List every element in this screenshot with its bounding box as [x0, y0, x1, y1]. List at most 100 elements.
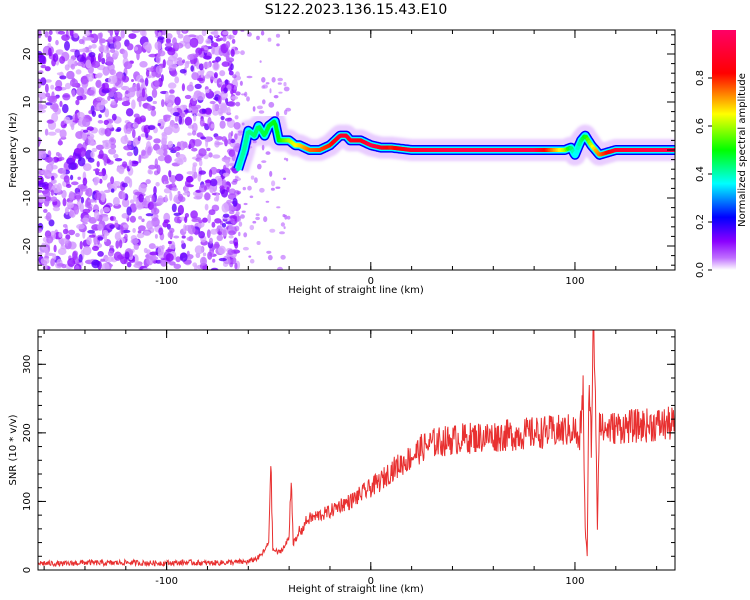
noise-cell — [145, 213, 154, 217]
noise-cell — [64, 64, 70, 71]
noise-cell — [206, 229, 211, 239]
noise-cell — [103, 233, 108, 243]
noise-cell — [219, 37, 223, 41]
noise-cell — [166, 33, 173, 40]
noise-cell — [68, 210, 74, 217]
noise-cell — [76, 87, 85, 96]
noise-cell — [94, 209, 100, 220]
noise-cell — [191, 130, 197, 136]
noise-cell — [222, 172, 230, 177]
noise-cell — [252, 220, 257, 224]
noise-cell — [202, 252, 207, 257]
noise-cell — [214, 90, 221, 95]
noise-cell — [201, 30, 207, 37]
noise-cell — [50, 175, 55, 181]
noise-cell — [230, 88, 234, 95]
noise-cell — [258, 110, 265, 114]
noise-cell — [128, 178, 133, 188]
noise-cell — [121, 182, 128, 188]
x-tick-label: -100 — [155, 276, 178, 287]
noise-cell — [139, 115, 146, 123]
noise-cell — [286, 215, 291, 220]
noise-cell — [169, 227, 175, 234]
noise-cell — [186, 171, 195, 175]
colorbar-tick-label: 0.6 — [695, 118, 706, 134]
noise-cell — [155, 54, 161, 64]
noise-cell — [44, 199, 50, 207]
y-tick-label: 0 — [22, 567, 33, 573]
noise-cell — [131, 30, 141, 33]
noise-speckle — [38, 30, 292, 270]
noise-cell — [71, 89, 76, 98]
noise-cell — [221, 136, 227, 142]
noise-cell — [168, 125, 173, 130]
noise-cell — [84, 30, 91, 37]
colorbar-ticks: 0.0 0.2 0.4 0.6 0.8 — [695, 70, 712, 278]
noise-cell — [103, 119, 109, 126]
noise-cell — [171, 187, 178, 192]
noise-cell — [192, 94, 197, 102]
noise-cell — [249, 258, 255, 264]
noise-cell — [221, 203, 230, 213]
noise-cell — [242, 246, 249, 251]
noise-cell — [132, 123, 139, 129]
noise-cell — [277, 77, 284, 82]
noise-cell — [69, 78, 79, 88]
noise-cell — [249, 195, 254, 199]
noise-cell — [234, 225, 240, 232]
noise-cell — [148, 164, 156, 170]
noise-cell — [218, 81, 227, 85]
noise-cell — [177, 154, 186, 160]
noise-cell — [114, 30, 120, 33]
noise-cell — [195, 52, 200, 57]
noise-cell — [46, 119, 54, 124]
noise-cell — [173, 235, 180, 239]
noise-cell — [216, 234, 223, 242]
noise-cell — [100, 52, 104, 59]
noise-cell — [269, 170, 273, 177]
noise-cell — [225, 97, 229, 104]
noise-cell — [112, 35, 122, 42]
noise-cell — [234, 262, 238, 270]
noise-cell — [246, 75, 253, 79]
noise-cell — [108, 148, 117, 155]
noise-cell — [262, 84, 268, 89]
noise-cell — [53, 244, 57, 253]
noise-cell — [51, 112, 59, 123]
noise-cell — [57, 30, 66, 35]
noise-cell — [191, 72, 199, 81]
noise-cell — [204, 89, 210, 94]
noise-cell — [171, 203, 177, 213]
noise-cell — [190, 65, 194, 72]
noise-cell — [113, 40, 122, 50]
noise-cell — [165, 184, 173, 189]
noise-cell — [161, 99, 165, 108]
noise-cell — [200, 69, 204, 78]
noise-cell — [125, 90, 129, 95]
noise-cell — [238, 231, 241, 237]
noise-cell — [142, 41, 152, 50]
noise-cell — [55, 152, 60, 157]
noise-cell — [221, 189, 228, 198]
noise-cell — [65, 82, 71, 90]
noise-cell — [222, 30, 229, 36]
noise-cell — [241, 93, 246, 96]
noise-cell — [176, 30, 181, 35]
noise-cell — [93, 168, 101, 172]
noise-cell — [103, 156, 108, 166]
noise-cell — [186, 250, 190, 257]
noise-cell — [96, 102, 105, 111]
noise-cell — [152, 100, 157, 105]
noise-cell — [151, 195, 155, 204]
noise-cell — [196, 113, 203, 117]
noise-cell — [163, 219, 170, 223]
noise-cell — [141, 149, 146, 156]
noise-cell — [56, 182, 62, 192]
noise-cell — [161, 133, 168, 142]
noise-cell — [234, 47, 237, 51]
noise-cell — [198, 219, 203, 224]
noise-cell — [261, 77, 266, 83]
y-tick-label: 300 — [22, 355, 33, 374]
